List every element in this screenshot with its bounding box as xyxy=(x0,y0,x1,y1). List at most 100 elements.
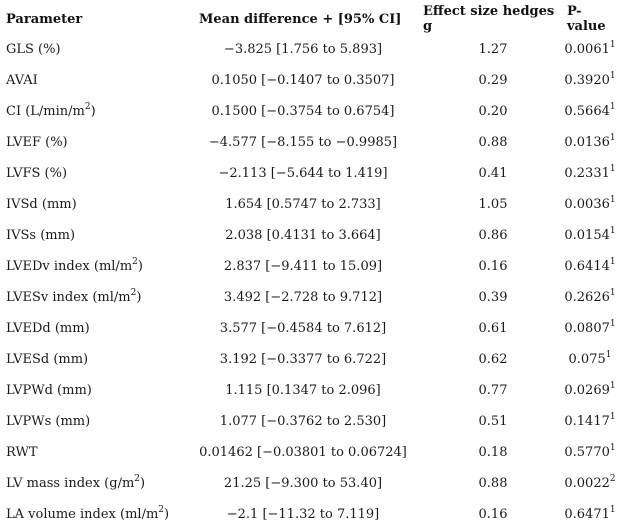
header-mean-difference: Mean difference + [95% CI] xyxy=(199,11,402,27)
cell-p-value: 0.23311 xyxy=(563,158,617,189)
cell-p-value: 0.00222 xyxy=(563,468,617,499)
cell-effect-size: 0.39 xyxy=(478,290,508,305)
cell-effect-size: 1.27 xyxy=(478,42,508,57)
parameter-suffix: ) xyxy=(137,259,143,274)
cell-mean-difference: 21.25 [−9.300 to 53.40] xyxy=(223,476,383,491)
p-value: 0.0136 xyxy=(564,135,610,150)
table-row: LVFS (%) −2.113 [−5.644 to 1.419] 0.41 0.23… xyxy=(0,158,617,189)
cell-mean-difference: 2.038 [0.4131 to 3.664] xyxy=(225,228,381,243)
cell-effect-size: 1.05 xyxy=(478,197,508,212)
cell-mean-difference: 1.077 [−0.3762 to 2.530] xyxy=(219,414,387,429)
table-row: IVSd (mm) 1.654 [0.5747 to 2.733] 1.05 0.00… xyxy=(0,189,617,220)
cell-mean-difference: 3.192 [−0.3377 to 6.722] xyxy=(219,352,387,367)
cell-p-value: 0.14171 xyxy=(563,406,617,437)
cell-p-value: 0.64141 xyxy=(563,251,617,282)
parameter-unit-exponent: 2 xyxy=(158,504,165,515)
cell-p-value: 0.00611 xyxy=(563,34,617,65)
cell-effect-size: 0.16 xyxy=(478,259,508,274)
p-value: 0.6471 xyxy=(564,507,610,522)
p-value-footnote-marker: 1 xyxy=(609,70,616,81)
cell-parameter: LVESv index (ml/m2) xyxy=(0,282,183,313)
table-row: RWT 0.01462 [−0.03801 to 0.06724] 0.18 0.57… xyxy=(0,437,617,468)
p-value-footnote-marker: 1 xyxy=(605,349,612,360)
cell-effect-size: 0.61 xyxy=(478,321,508,336)
table-row: LVEF (%) −4.577 [−8.155 to −0.9985] 0.88 0.… xyxy=(0,127,617,158)
results-table: Parameter Mean difference + [95% CI] Eff… xyxy=(0,4,617,530)
p-value: 0.0061 xyxy=(564,42,610,57)
p-value-footnote-marker: 1 xyxy=(609,225,616,236)
cell-parameter: LVEF (%) xyxy=(0,127,183,158)
cell-p-value: 0.01361 xyxy=(563,127,617,158)
header-row: Parameter Mean difference + [95% CI] Eff… xyxy=(0,4,617,34)
p-value-footnote-marker: 1 xyxy=(609,39,616,50)
table-row: LV mass index (g/m2) 21.25 [−9.300 to 53.… xyxy=(0,468,617,499)
cell-parameter: IVSs (mm) xyxy=(0,220,183,251)
cell-mean-difference: −4.577 [−8.155 to −0.9985] xyxy=(208,135,398,150)
parameter-label: IVSd (mm) xyxy=(6,197,77,212)
p-value: 0.0154 xyxy=(564,228,610,243)
parameter-label: LVEDv index (ml/m xyxy=(6,259,133,274)
cell-mean-difference: 3.492 [−2.728 to 9.712] xyxy=(223,290,383,305)
p-value: 0.5770 xyxy=(564,445,610,460)
cell-mean-difference: 0.1500 [−0.3754 to 0.6754] xyxy=(211,104,395,119)
cell-p-value: 0.00361 xyxy=(563,189,617,220)
table-row: LVEDd (mm) 3.577 [−0.4584 to 7.612] 0.61 0.… xyxy=(0,313,617,344)
cell-parameter: LVESd (mm) xyxy=(0,344,183,375)
p-value-footnote-marker: 1 xyxy=(609,256,616,267)
cell-parameter: LVEDd (mm) xyxy=(0,313,183,344)
p-value-footnote-marker: 1 xyxy=(609,411,616,422)
table-row: IVSs (mm) 2.038 [0.4131 to 3.664] 0.86 0.01… xyxy=(0,220,617,251)
cell-effect-size: 0.16 xyxy=(478,507,508,522)
cell-mean-difference: −2.113 [−5.644 to 1.419] xyxy=(218,166,388,181)
parameter-label: AVAI xyxy=(6,73,38,88)
parameter-label: GLS (%) xyxy=(6,42,61,57)
p-value: 0.0022 xyxy=(564,476,610,491)
parameter-suffix: ) xyxy=(164,507,170,522)
cell-parameter: LV mass index (g/m2) xyxy=(0,468,183,499)
parameter-label: LVESv index (ml/m xyxy=(6,290,131,305)
parameter-label: LVEF (%) xyxy=(6,135,68,150)
cell-parameter: LVEDv index (ml/m2) xyxy=(0,251,183,282)
cell-effect-size: 0.88 xyxy=(478,135,508,150)
table-row: LA volume index (ml/m2) −2.1 [−11.32 to 7… xyxy=(0,499,617,530)
cell-effect-size: 0.20 xyxy=(478,104,508,119)
table-row: AVAI 0.1050 [−0.1407 to 0.3507] 0.29 0.3920… xyxy=(0,65,617,96)
table-row: LVEDv index (ml/m2) 2.837 [−9.411 to 15.0… xyxy=(0,251,617,282)
cell-mean-difference: 0.1050 [−0.1407 to 0.3507] xyxy=(211,73,395,88)
header-parameter: Parameter xyxy=(6,11,83,27)
p-value-footnote-marker: 1 xyxy=(609,101,616,112)
p-value: 0.0269 xyxy=(564,383,610,398)
p-value: 0.5664 xyxy=(564,104,610,119)
p-value: 0.2331 xyxy=(564,166,610,181)
cell-p-value: 0.57701 xyxy=(563,437,617,468)
cell-parameter: RWT xyxy=(0,437,183,468)
p-value-footnote-marker: 1 xyxy=(609,287,616,298)
parameter-unit-exponent: 2 xyxy=(132,256,138,267)
p-value: 0.0807 xyxy=(564,321,610,336)
p-value-footnote-marker: 1 xyxy=(609,132,616,143)
parameter-label: LVPWd (mm) xyxy=(6,383,92,398)
cell-p-value: 0.56641 xyxy=(563,96,617,127)
table-row: LVPWs (mm) 1.077 [−0.3762 to 2.530] 0.51 0.… xyxy=(0,406,617,437)
cell-effect-size: 0.41 xyxy=(478,166,508,181)
p-value-footnote-marker: 2 xyxy=(609,473,616,484)
cell-mean-difference: 1.654 [0.5747 to 2.733] xyxy=(225,197,381,212)
parameter-suffix: ) xyxy=(90,104,96,119)
table-body: GLS (%) −3.825 [1.756 to 5.893] 1.27 0.0061… xyxy=(0,34,617,530)
table-row: LVESd (mm) 3.192 [−0.3377 to 6.722] 0.62 0.… xyxy=(0,344,617,375)
parameter-suffix: ) xyxy=(136,290,142,305)
cell-p-value: 0.26261 xyxy=(563,282,617,313)
cell-mean-difference: 3.577 [−0.4584 to 7.612] xyxy=(219,321,387,336)
parameter-label: LVPWs (mm) xyxy=(6,414,91,429)
header-p-value: P-value xyxy=(567,4,606,34)
parameter-unit-exponent: 2 xyxy=(84,101,91,112)
p-value: 0.075 xyxy=(568,352,606,367)
cell-parameter: AVAI xyxy=(0,65,183,96)
cell-p-value: 0.0751 xyxy=(563,344,617,375)
table-row: LVESv index (ml/m2) 3.492 [−2.728 to 9.71… xyxy=(0,282,617,313)
cell-parameter: LVFS (%) xyxy=(0,158,183,189)
cell-parameter: LA volume index (ml/m2) xyxy=(0,499,183,530)
table-row: LVPWd (mm) 1.115 [0.1347 to 2.096] 0.77 0.0… xyxy=(0,375,617,406)
p-value: 0.6414 xyxy=(564,259,610,274)
p-value-footnote-marker: 1 xyxy=(609,504,616,515)
